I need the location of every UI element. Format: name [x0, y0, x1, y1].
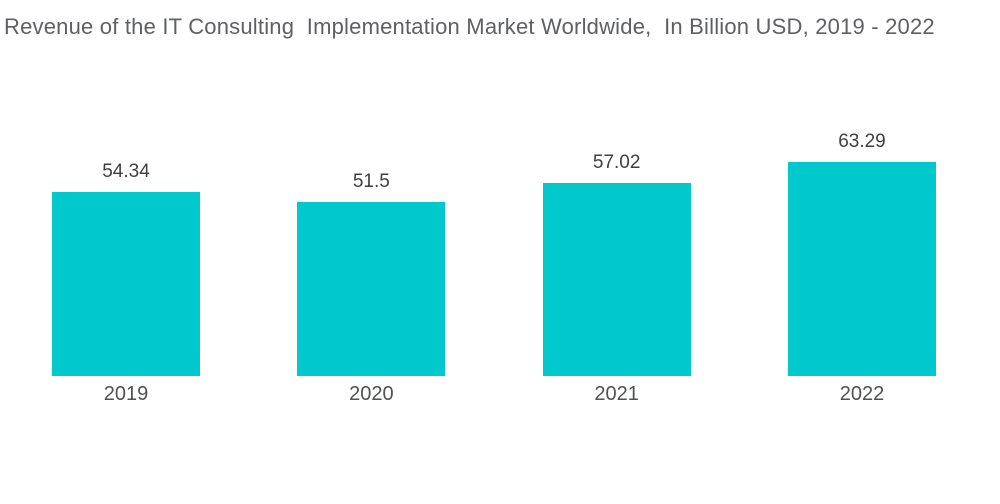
bar-column-2019: 54.34: [52, 90, 200, 376]
chart-title: Revenue of the IT Consulting Implementat…: [4, 14, 935, 39]
x-axis: 2019 2020 2021 2022: [52, 383, 936, 406]
bar-2021: [542, 183, 691, 376]
bar-2019: [52, 192, 200, 376]
value-label-2021: 57.02: [592, 152, 641, 173]
plot-area: 54.34 51.5 57.02 63.29: [52, 90, 936, 376]
category-label-2021: 2021: [594, 383, 639, 405]
bar-column-2021: 57.02: [542, 90, 691, 376]
bar-2022: [787, 162, 936, 376]
value-label-2019: 54.34: [102, 161, 150, 182]
value-label-2022: 63.29: [838, 131, 886, 152]
bar-column-2020: 51.5: [297, 90, 446, 376]
category-label-2019: 2019: [103, 383, 149, 405]
category-label-2022: 2022: [839, 383, 885, 405]
category-label-2020: 2020: [349, 383, 394, 405]
value-label-2020: 51.5: [352, 171, 390, 192]
bar-column-2022: 63.29: [787, 90, 936, 376]
bar-2020: [297, 202, 446, 376]
